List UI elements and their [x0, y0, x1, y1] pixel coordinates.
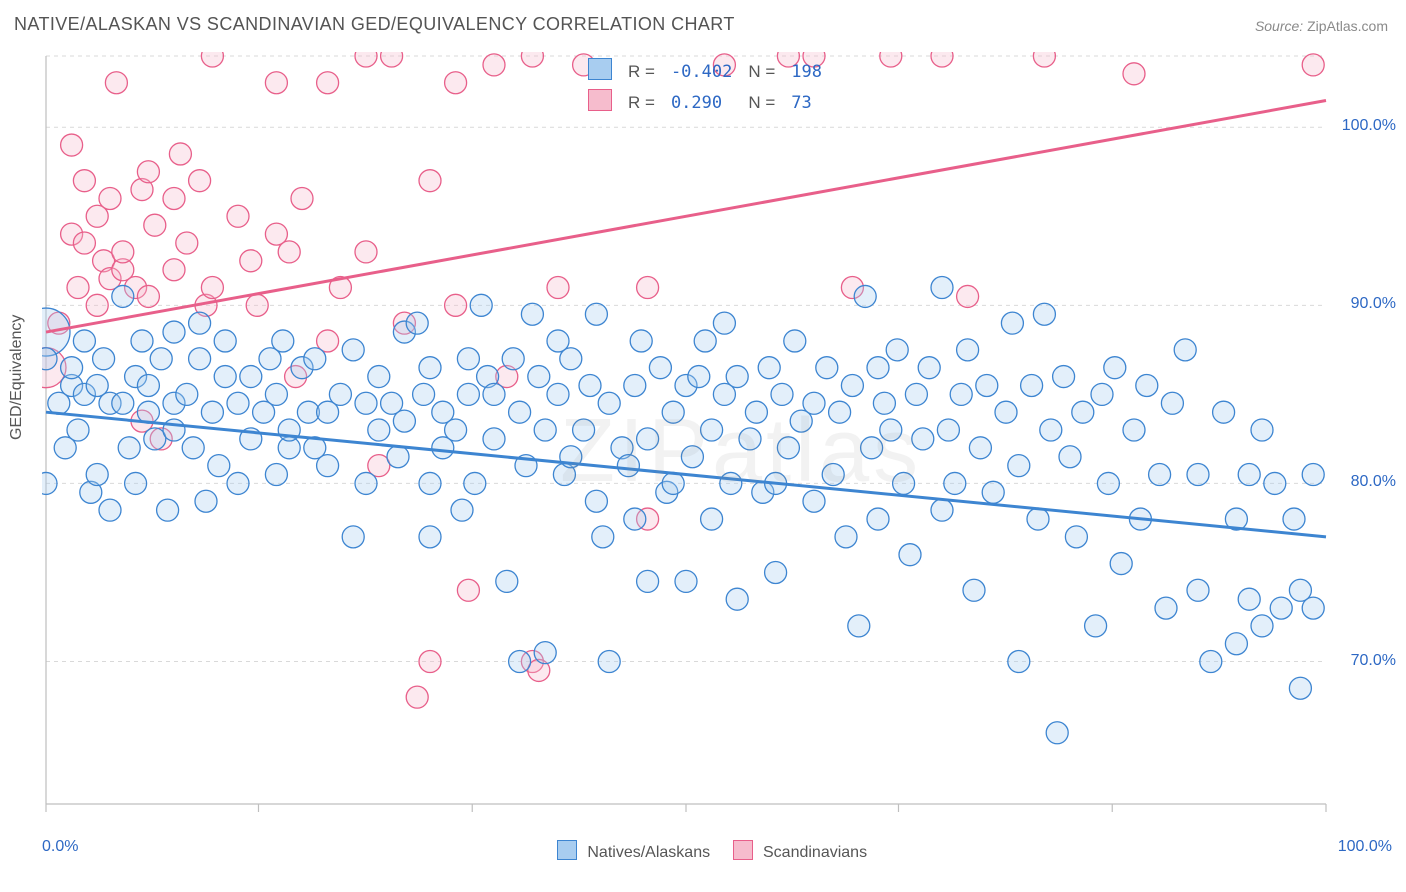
scatter-svg: [42, 52, 1392, 818]
stats-r-label: R =: [620, 87, 663, 118]
y-axis-label: GED/Equivalency: [8, 315, 26, 440]
y-tick-label: 90.0%: [1351, 295, 1396, 313]
y-tick-label: 70.0%: [1351, 652, 1396, 670]
source-attribution: Source: ZipAtlas.com: [1255, 18, 1388, 34]
stats-swatch-a: [588, 58, 612, 80]
stats-row-series-a: R = -0.402 N = 198: [580, 56, 830, 87]
legend-swatch-a: [557, 840, 577, 860]
stats-n-value-b: 73: [783, 87, 830, 118]
stats-legend: R = -0.402 N = 198 R = 0.290 N = 73: [580, 56, 830, 118]
source-prefix: Source:: [1255, 18, 1307, 34]
stats-row-series-b: R = 0.290 N = 73: [580, 87, 830, 118]
legend-label-b: Scandinavians: [763, 844, 867, 861]
stats-r-value-a: -0.402: [663, 56, 740, 87]
stats-r-value-b: 0.290: [663, 87, 740, 118]
stats-swatch-b: [588, 89, 612, 111]
legend-swatch-b: [733, 840, 753, 860]
stats-n-label: N =: [740, 56, 783, 87]
chart-title: NATIVE/ALASKAN VS SCANDINAVIAN GED/EQUIV…: [14, 14, 735, 35]
legend-label-a: Natives/Alaskans: [587, 844, 710, 861]
plot-area: [42, 52, 1392, 818]
series-legend: Natives/Alaskans Scandinavians: [0, 840, 1406, 862]
y-tick-label: 100.0%: [1342, 117, 1396, 135]
source-name: ZipAtlas.com: [1307, 18, 1388, 34]
stats-n-label: N =: [740, 87, 783, 118]
stats-n-value-a: 198: [783, 56, 830, 87]
stats-r-label: R =: [620, 56, 663, 87]
y-tick-label: 80.0%: [1351, 473, 1396, 491]
